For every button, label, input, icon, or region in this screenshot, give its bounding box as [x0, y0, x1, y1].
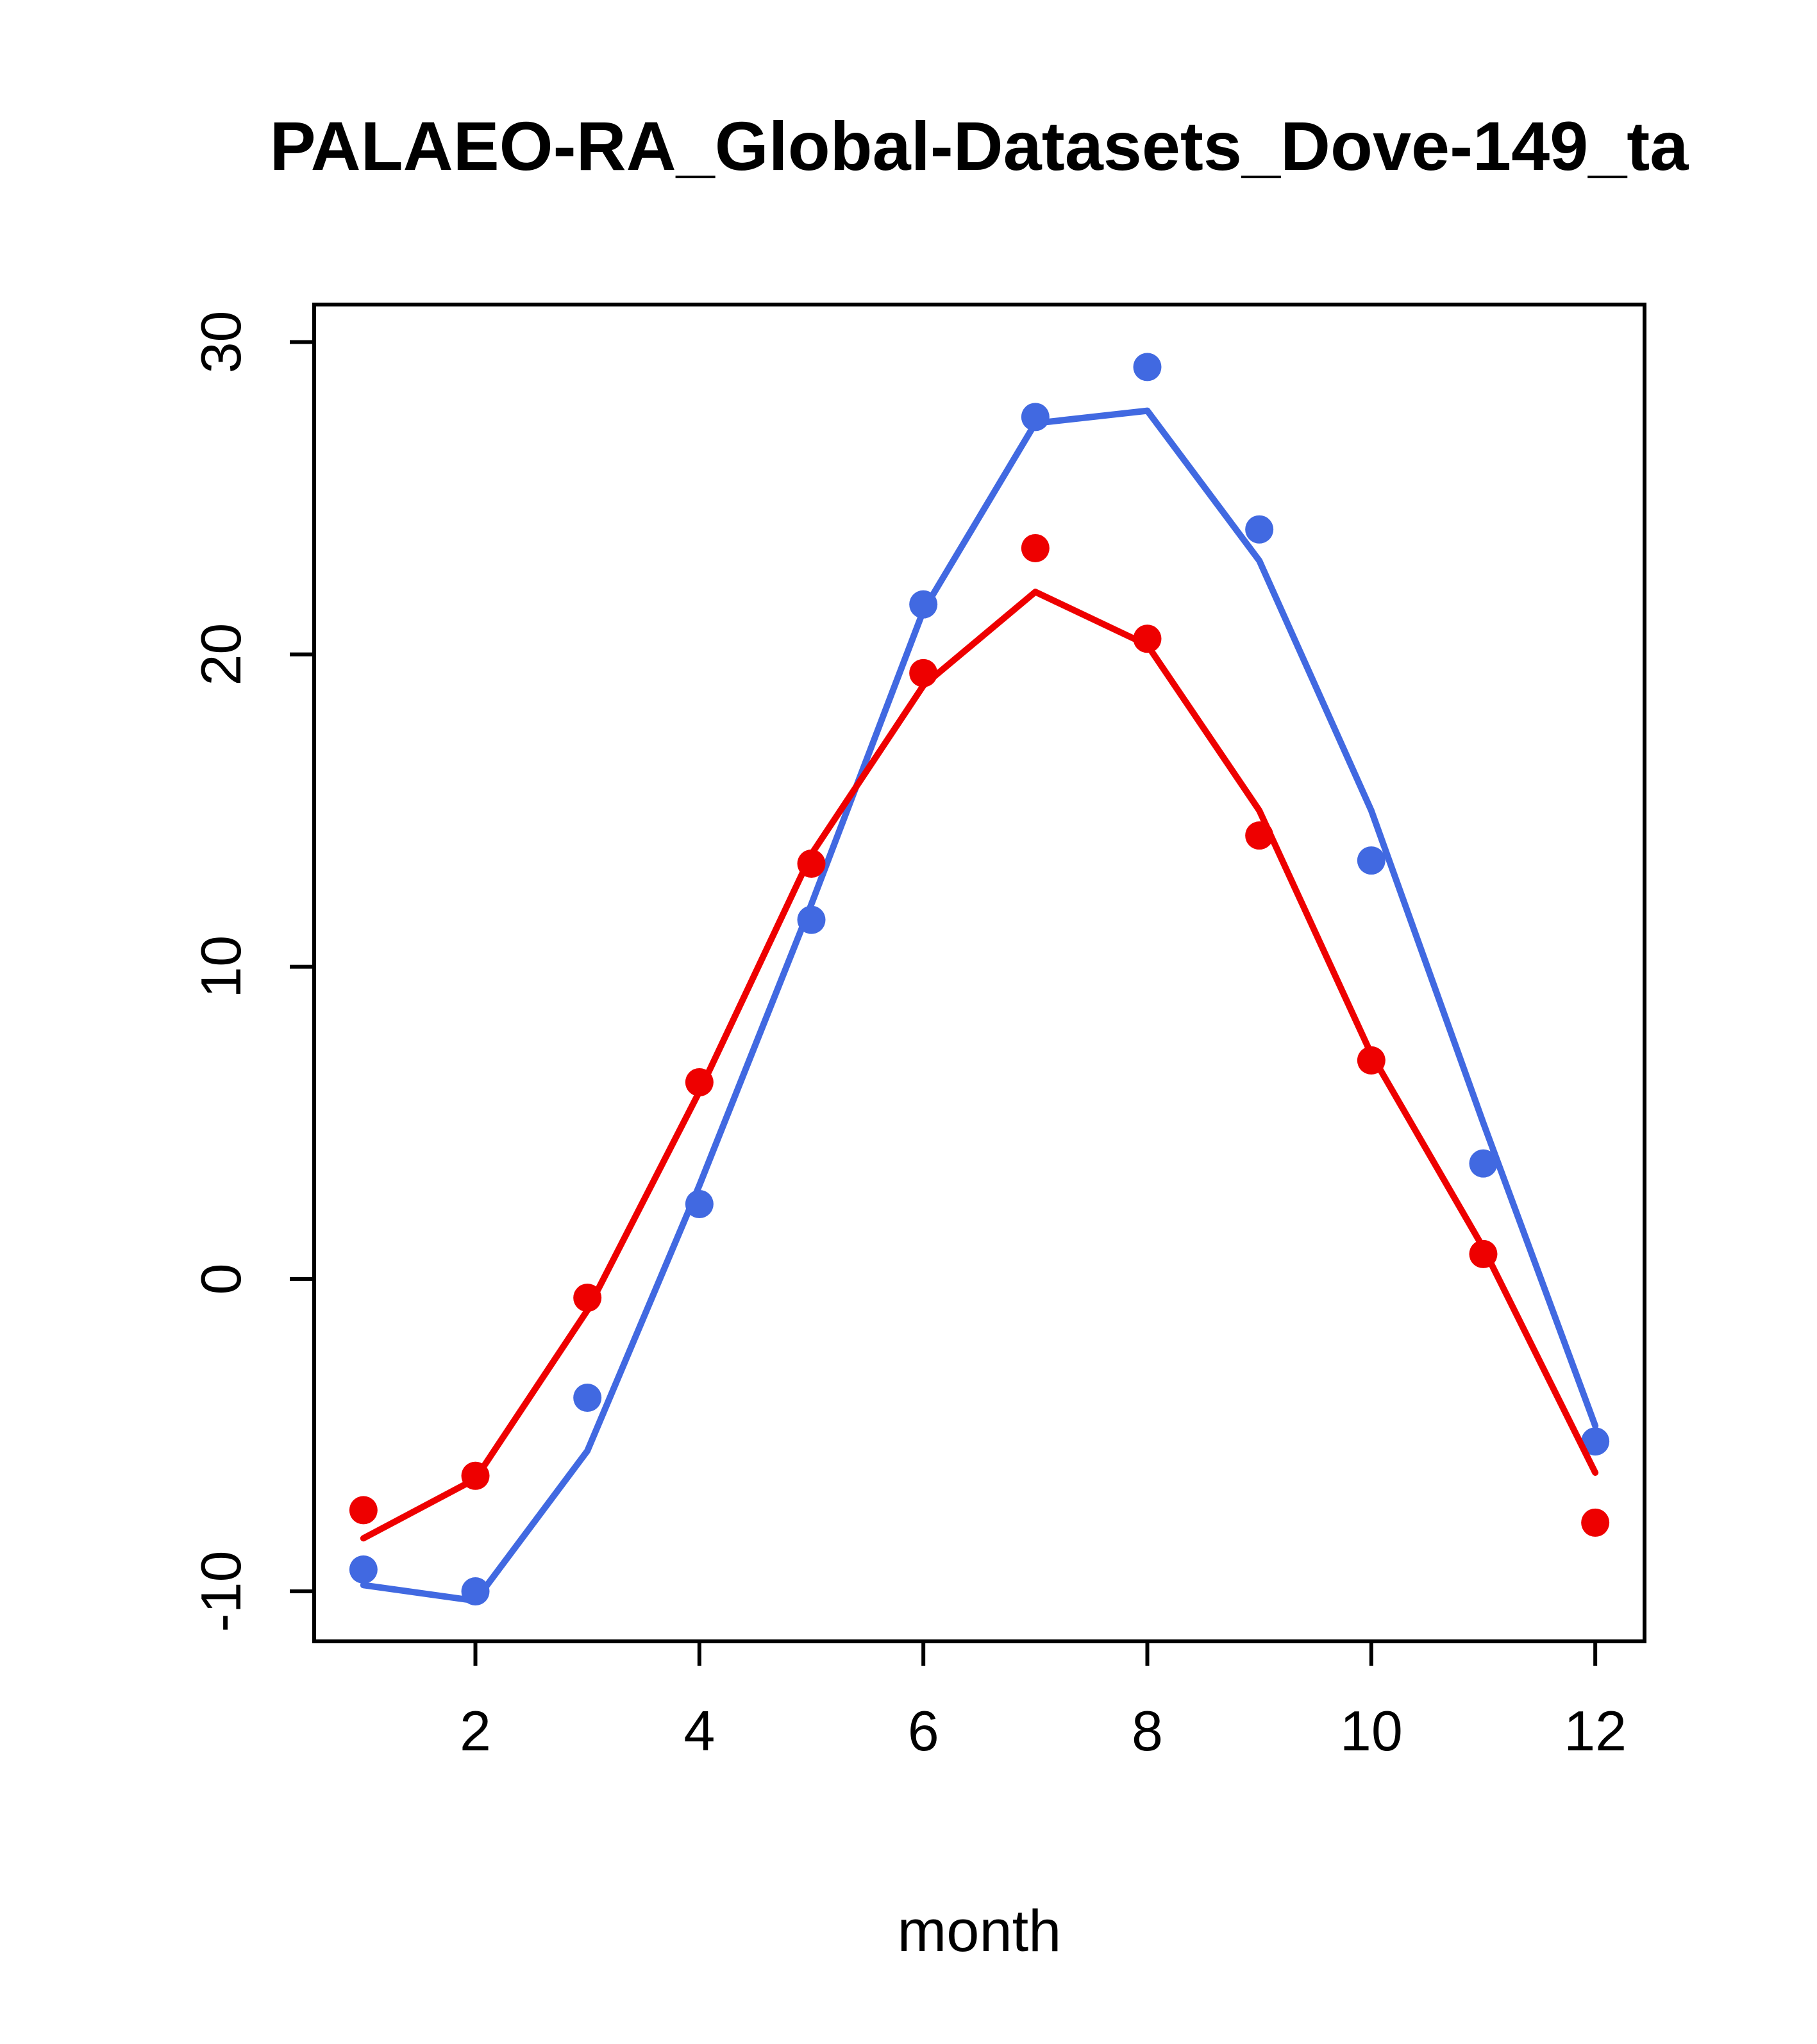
chart-title: PALAEO-RA_Global-Datasets_Dove-149_ta: [269, 107, 1689, 185]
x-tick-label: 4: [683, 1699, 715, 1763]
y-tick-label: 10: [189, 935, 253, 998]
plot-box: [312, 303, 1646, 1643]
red-points-marker: [909, 658, 938, 687]
blue-points-marker: [461, 1577, 490, 1606]
red-points-marker: [573, 1284, 602, 1312]
y-tick-label: 0: [189, 1263, 253, 1294]
blue-points-marker: [909, 590, 938, 619]
red-points-marker: [461, 1461, 490, 1490]
blue-points-marker: [573, 1384, 602, 1412]
blue-points-marker: [1469, 1149, 1498, 1178]
blue-points-marker: [349, 1555, 378, 1584]
x-tick-label: 10: [1340, 1699, 1403, 1763]
red-points-marker: [1357, 1046, 1386, 1075]
x-tick-label: 6: [908, 1699, 939, 1763]
y-tick-label: -10: [189, 1550, 253, 1632]
red-points-marker: [1133, 624, 1162, 653]
y-tick-label: 20: [189, 623, 253, 686]
blue-points-marker: [1357, 846, 1386, 875]
blue-points-marker: [1245, 515, 1274, 544]
blue-points-marker: [685, 1189, 714, 1218]
red-points-marker: [1021, 533, 1050, 562]
red-points-marker: [685, 1068, 714, 1097]
red-points-marker: [797, 849, 826, 878]
blue-points-marker: [1581, 1427, 1610, 1456]
red-points-marker: [1245, 821, 1274, 850]
x-tick-label: 12: [1564, 1699, 1627, 1763]
red-points-marker: [349, 1496, 378, 1525]
y-tick-label: 30: [189, 311, 253, 374]
blue-points-marker: [797, 905, 826, 934]
x-axis-label: month: [897, 1898, 1062, 1964]
blue-points-marker: [1133, 353, 1162, 381]
x-tick-label: 8: [1132, 1699, 1163, 1763]
red-points-marker: [1469, 1239, 1498, 1268]
red-points-marker: [1581, 1508, 1610, 1537]
blue-line-series: [360, 407, 1599, 1604]
x-tick-label: 2: [460, 1699, 491, 1763]
red-line-series: [360, 589, 1599, 1542]
blue-points-marker: [1021, 403, 1050, 431]
